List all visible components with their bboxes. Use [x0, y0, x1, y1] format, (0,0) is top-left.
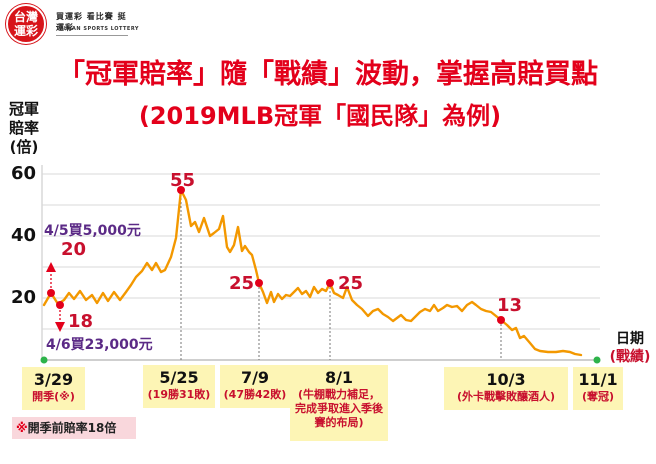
date-box-0801: 8/1 (牛棚戰力補足，完成爭取進入季後賽的布局): [290, 365, 388, 441]
aug1-value: 25: [338, 273, 364, 294]
date-sub: (奪冠): [581, 390, 615, 403]
x-axis-label: 日期 (戰績): [604, 330, 656, 366]
date-sub: (牛棚戰力補足，完成爭取進入季後賽的布局): [295, 388, 383, 429]
arrow-down-icon: [55, 322, 65, 332]
date-box-0329: 3/29 開季(※): [22, 367, 85, 410]
date-label: 8/1: [324, 368, 354, 387]
logo-line1: 台灣: [13, 10, 38, 24]
chart-subtitle: (2019MLB冠軍「國民隊」為例): [138, 102, 502, 130]
date-label: 5/25: [159, 368, 199, 387]
y-axis-label-line2: 賠率: [8, 119, 39, 137]
y-tick-60: 60: [10, 163, 36, 184]
preseason-odds-text: 開季前賠率18倍: [27, 421, 117, 435]
date-label: 10/3: [486, 370, 526, 389]
end-marker: [593, 356, 601, 364]
arrow-up-icon: [46, 262, 56, 272]
date-box-0709: 7/9 (47勝42敗): [220, 365, 290, 408]
y-axis-label: 冠軍 賠率 (倍): [6, 100, 42, 157]
date-label: 11/1: [578, 370, 618, 389]
logo-slogan: 買運彩 看比賽 挺運彩: [56, 11, 128, 36]
buy1-value: 20: [61, 239, 87, 260]
asterisk-icon: ※: [16, 421, 28, 435]
taiwan-sports-lottery-logo: 台灣 運彩: [6, 4, 46, 44]
peak-value: 55: [170, 170, 196, 191]
y-axis-label-line3: (倍): [9, 138, 39, 156]
x-axis-label-sub: (戰績): [609, 349, 651, 365]
gridlines: [42, 173, 600, 330]
preseason-odds-note: ※開季前賠率18倍: [12, 417, 136, 439]
date-sub: (19勝31敗): [147, 388, 211, 401]
odds-line: [42, 188, 583, 357]
x-axis-label-main: 日期: [616, 331, 644, 347]
start-marker: [40, 356, 48, 364]
drop-lines: [180, 190, 502, 360]
buy2-annotation: 4/6買23,000元: [46, 337, 153, 353]
buy-arrows: [50, 270, 61, 324]
date-box-1101: 11/1 (奪冠): [573, 367, 623, 410]
date-box-0525: 5/25 (19勝31敗): [143, 365, 215, 408]
date-box-1003: 10/3 (外卡戰擊敗釀酒人): [444, 367, 568, 410]
buy1-annotation: 4/5買5,000元: [44, 223, 141, 239]
date-label: 3/29: [33, 370, 74, 389]
y-tick-40: 40: [10, 225, 36, 246]
oct3-value: 13: [497, 295, 523, 316]
chart-title: 「冠軍賠率」隨「戰績」波動，掌握高賠買點: [58, 59, 598, 90]
date-sub: (外卡戰擊敗釀酒人): [456, 390, 556, 403]
y-axis-label-line1: 冠軍: [8, 100, 39, 118]
jul9-value: 25: [229, 273, 255, 294]
red-markers: [47, 186, 505, 324]
date-sub: 開季(※): [32, 390, 75, 403]
buy2-value: 18: [68, 311, 94, 332]
logo-line2: 運彩: [13, 24, 38, 38]
y-tick-20: 20: [10, 287, 36, 308]
date-label: 7/9: [240, 368, 270, 387]
logo-english: TAIWAN SPORTS LOTTERY: [56, 26, 140, 32]
date-sub: (47勝42敗): [223, 388, 287, 401]
